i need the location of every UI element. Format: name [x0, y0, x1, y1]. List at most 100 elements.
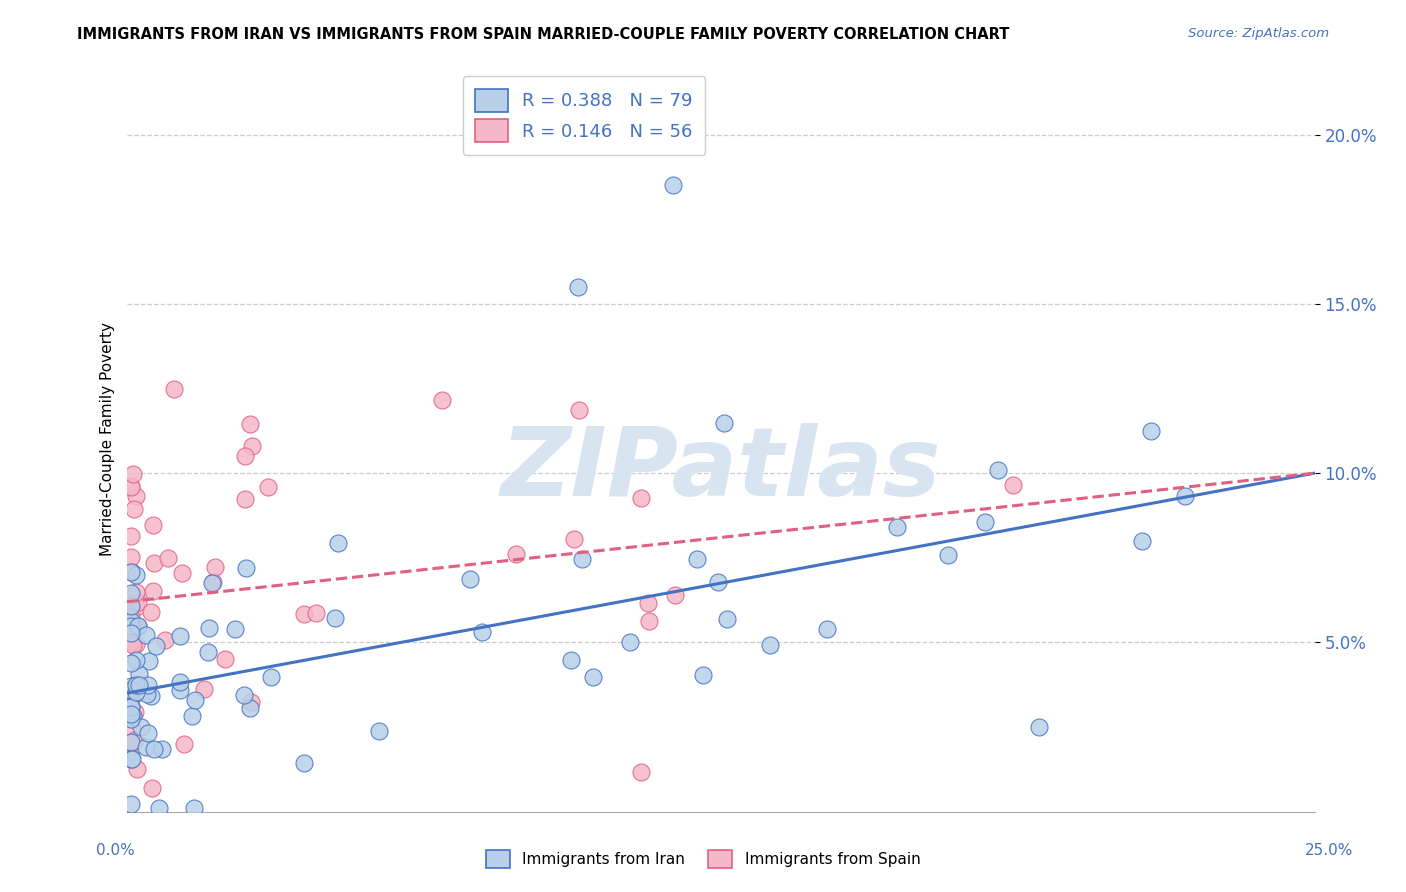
Point	[260, 669, 283, 683]
Point	[235, 560, 257, 574]
Point	[685, 551, 707, 566]
Point	[169, 629, 191, 643]
Point	[120, 615, 142, 629]
Point	[233, 491, 256, 506]
Point	[120, 599, 142, 614]
Point	[183, 801, 205, 815]
Point	[292, 756, 315, 770]
Text: 25.0%: 25.0%	[1305, 843, 1353, 857]
Point	[706, 574, 728, 589]
Point	[136, 687, 159, 701]
Point	[121, 721, 143, 735]
Point	[141, 780, 163, 795]
Point	[630, 491, 652, 506]
Point	[128, 667, 150, 681]
Point	[582, 670, 605, 684]
Point	[153, 633, 176, 648]
Point	[135, 740, 157, 755]
Point	[120, 549, 142, 564]
Point	[120, 736, 142, 750]
Point	[292, 607, 315, 621]
Point	[936, 548, 959, 562]
Point	[124, 687, 146, 701]
Point	[145, 639, 167, 653]
Point	[125, 763, 148, 777]
Point	[224, 622, 246, 636]
Point	[214, 652, 236, 666]
Point	[201, 576, 224, 591]
Point	[124, 600, 146, 615]
Point	[198, 621, 221, 635]
Text: ZIPatlas: ZIPatlas	[501, 423, 941, 516]
Point	[125, 653, 148, 667]
Point	[120, 635, 142, 649]
Text: 0.0%: 0.0%	[96, 843, 135, 857]
Point	[713, 416, 735, 430]
Point	[139, 605, 162, 619]
Point	[124, 706, 146, 720]
Point	[125, 685, 148, 699]
Point	[638, 614, 661, 628]
Point	[367, 724, 389, 739]
Point	[120, 752, 142, 766]
Point	[169, 682, 191, 697]
Point	[1130, 533, 1153, 548]
Point	[201, 575, 224, 590]
Point	[505, 547, 527, 561]
Point	[239, 701, 262, 715]
Point	[127, 594, 149, 608]
Point	[169, 675, 191, 690]
Point	[120, 657, 142, 671]
Point	[125, 678, 148, 692]
Point	[127, 618, 149, 632]
Point	[148, 801, 170, 815]
Point	[120, 529, 142, 543]
Point	[323, 611, 346, 625]
Point	[619, 635, 641, 649]
Point	[204, 560, 226, 574]
Point	[120, 480, 142, 494]
Point	[567, 280, 589, 294]
Point	[120, 619, 142, 633]
Legend: Immigrants from Iran, Immigrants from Spain: Immigrants from Iran, Immigrants from Sp…	[478, 843, 928, 875]
Point	[120, 706, 142, 721]
Point	[125, 637, 148, 651]
Text: Source: ZipAtlas.com: Source: ZipAtlas.com	[1188, 27, 1329, 40]
Point	[125, 585, 148, 599]
Point	[120, 750, 142, 764]
Point	[1139, 424, 1161, 438]
Point	[125, 489, 148, 503]
Point	[120, 682, 142, 697]
Point	[138, 654, 160, 668]
Point	[124, 733, 146, 747]
Point	[637, 596, 659, 610]
Point	[120, 699, 142, 714]
Text: IMMIGRANTS FROM IRAN VS IMMIGRANTS FROM SPAIN MARRIED-COUPLE FAMILY POVERTY CORR: IMMIGRANTS FROM IRAN VS IMMIGRANTS FROM …	[77, 27, 1010, 42]
Point	[136, 725, 159, 739]
Point	[120, 610, 142, 624]
Point	[120, 564, 142, 578]
Point	[143, 742, 166, 756]
Point	[120, 712, 142, 726]
Point	[692, 668, 714, 682]
Point	[163, 382, 186, 396]
Point	[120, 625, 142, 640]
Point	[630, 764, 652, 779]
Point	[432, 392, 454, 407]
Point	[125, 567, 148, 582]
Point	[142, 518, 165, 533]
Point	[156, 550, 179, 565]
Point	[815, 622, 838, 636]
Point	[256, 480, 278, 494]
Point	[120, 479, 142, 493]
Point	[471, 624, 494, 639]
Point	[1002, 478, 1025, 492]
Point	[239, 417, 262, 431]
Point	[120, 679, 142, 693]
Point	[143, 556, 166, 570]
Point	[1174, 489, 1197, 503]
Point	[562, 533, 585, 547]
Point	[568, 403, 591, 417]
Point	[716, 612, 738, 626]
Point	[129, 721, 152, 735]
